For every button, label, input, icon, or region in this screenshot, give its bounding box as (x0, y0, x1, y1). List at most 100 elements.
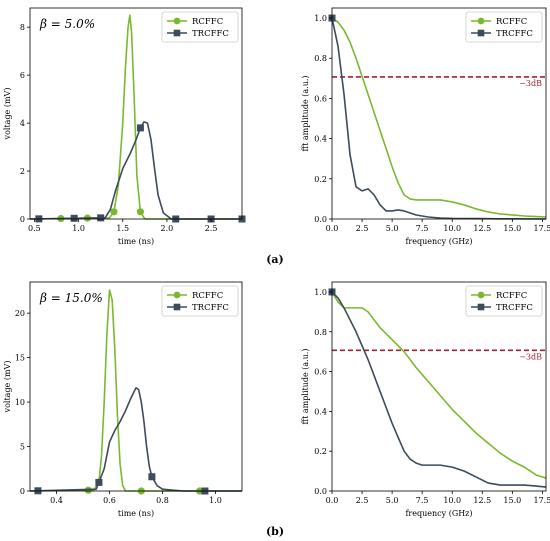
chart0-trcffc-marker-1 (70, 214, 78, 222)
chart0-xtick-label-4: 2.5 (205, 224, 218, 233)
chart1-xtick-label-0: 0.0 (326, 224, 339, 233)
chart1-ytick-label-3: 0.6 (314, 94, 327, 103)
chart3-ylabel: fft amplitude (a.u.) (301, 348, 310, 424)
chart3-xtick-label-2: 5.0 (386, 496, 399, 505)
caption-a: (a) (266, 253, 284, 266)
chart1-xlabel: frequency (GHz) (405, 237, 472, 246)
chart1-series-trcffc-line (331, 17, 547, 220)
chart1-series-rcffc-line (331, 17, 547, 218)
chart2-ytick-label-2: 10 (15, 398, 25, 407)
chart0-beta-annotation: β = 5.0% (39, 17, 95, 31)
chart2-legend-label-rcffc: RCFFC (192, 291, 223, 301)
chart3-legend-label-trcffc: TRCFFC (496, 303, 533, 313)
chart0-legend-box (161, 11, 239, 43)
chart3-ytick-label-4: 0.8 (314, 328, 327, 337)
chart2-trcffc-marker-1 (95, 478, 103, 486)
chart3-xtick-label-4: 10.0 (443, 496, 461, 505)
chart2-legend-marker-rcffc (173, 291, 181, 299)
chart2-legend-box (161, 285, 239, 317)
chart3-xlabel: frequency (GHz) (405, 509, 472, 518)
chart1-threshold-label: −3dB (519, 79, 542, 88)
chart0-ytick-label-0: 0 (20, 215, 25, 224)
chart0-axes-frame (29, 7, 243, 220)
chart3-ytick-label-5: 1.0 (314, 288, 327, 297)
chart1-ytick-label-1: 0.2 (314, 175, 327, 184)
chart0-xtick-label-2: 1.5 (116, 224, 129, 233)
chart0-ytick-label-1: 2 (20, 167, 25, 176)
chart3-axes-frame (331, 281, 547, 492)
chart1-xtick-label-3: 7.5 (416, 224, 429, 233)
chart0-ytick-label-3: 6 (20, 71, 25, 80)
chart2-ytick-label-0: 0 (20, 487, 25, 496)
chart2-beta-annotation: β = 15.0% (39, 291, 103, 305)
chart0-legend-label-rcffc: RCFFC (192, 17, 223, 27)
chart2-xlabel: time (ns) (118, 509, 154, 518)
chart0-xtick-label-0: 0.5 (28, 224, 41, 233)
chart1-ylabel: fft amplitude (a.u.) (301, 75, 310, 151)
chart2-ytick-label-1: 5 (20, 443, 25, 452)
chart2-legend-label-trcffc: TRCFFC (192, 303, 229, 313)
chart1-ytick-label-2: 0.4 (314, 135, 327, 144)
chart2-ylabel: voltage (mV) (3, 361, 12, 414)
chart2-trcffc-marker-2 (148, 473, 156, 481)
chart2-series-rcffc-line (29, 289, 242, 492)
chart3-ytick-label-0: 0.0 (314, 487, 327, 496)
chart2-legend-marker-trcffc (173, 303, 181, 311)
chart2-xtick-label-0: 0.4 (50, 496, 63, 505)
chart-b-time-panel: 0.4 0.6 0.8 1.0 0 5 10 15 20 time (ns) voltage (mV… (3, 281, 243, 518)
chart3-series-rcffc-line (331, 291, 547, 479)
chart3-legend-marker-rcffc (477, 291, 485, 299)
chart2-axes-frame (29, 281, 243, 492)
chart1-legend-label-trcffc: TRCFFC (496, 29, 533, 39)
chart2-xtick-label-1: 0.6 (103, 496, 116, 505)
chart2-ytick-label-4: 20 (15, 309, 25, 318)
chart3-xtick-label-6: 15.0 (503, 496, 521, 505)
chart1-xtick-label-1: 2.5 (356, 224, 369, 233)
chart2-xtick-label-2: 0.8 (156, 496, 169, 505)
chart1-xtick-label-6: 15.0 (503, 224, 521, 233)
chart3-series-trcffc-line (331, 291, 547, 488)
chart-a-frequency-panel: −3dB 0.0 2.5 5.0 7.5 10.0 12.5 15.0 17.5 0.0 0.2 0.… (301, 7, 550, 246)
chart0-trcffc-marker-2 (97, 214, 105, 222)
chart0-rcffc-marker-3 (136, 208, 145, 216)
chart1-xtick-label-5: 12.5 (473, 224, 491, 233)
chart0-legend-label-trcffc: TRCFFC (192, 29, 229, 39)
chart0-rcffc-marker-2 (110, 208, 118, 216)
chart0-xtick-label-3: 2.0 (161, 224, 174, 233)
chart3-legend-box (465, 285, 543, 317)
chart-b-frequency-panel: −3dB 0.0 2.5 5.0 7.5 10.0 12.5 15.0 17.5 0.0 0.2 0.… (301, 281, 550, 518)
chart1-xtick-label-7: 17.5 (533, 224, 550, 233)
chart3-xtick-label-5: 12.5 (473, 496, 491, 505)
chart3-legend-label-rcffc: RCFFC (496, 291, 527, 301)
chart2-ytick-label-3: 15 (15, 354, 25, 363)
chart0-ytick-label-2: 4 (20, 119, 25, 128)
chart1-ytick-label-5: 1.0 (314, 14, 327, 23)
chart0-trcffc-marker-3 (136, 124, 144, 132)
chart1-ytick-label-4: 0.8 (314, 54, 327, 63)
chart1-legend-marker-trcffc (477, 29, 485, 37)
chart0-xlabel: time (ns) (118, 237, 154, 246)
chart1-ytick-label-0: 0.0 (314, 215, 327, 224)
chart3-ytick-label-1: 0.2 (314, 447, 327, 456)
chart0-series-rcffc-line (29, 14, 242, 220)
chart0-legend-marker-rcffc (173, 17, 181, 25)
chart1-axes-frame (331, 7, 547, 220)
chart3-threshold-label: −3dB (519, 352, 542, 361)
caption-b: (b) (266, 525, 284, 538)
chart2-series-trcffc-line (29, 387, 242, 492)
chart2-xtick-label-3: 1.0 (209, 496, 222, 505)
chart1-legend-box (465, 11, 543, 43)
chart-a-time-panel: 0.5 1.0 1.5 2.0 2.5 0 2 4 6 8 time (ns) voltage (mV… (3, 7, 246, 246)
chart1-legend-marker-rcffc (477, 17, 485, 25)
chart1-legend-label-rcffc: RCFFC (496, 17, 527, 27)
chart3-legend-marker-trcffc (477, 303, 485, 311)
chart3-ytick-label-2: 0.4 (314, 407, 327, 416)
chart3-xtick-label-1: 2.5 (356, 496, 369, 505)
chart0-legend-marker-trcffc (173, 29, 181, 37)
chart3-xtick-label-3: 7.5 (416, 496, 429, 505)
chart3-xtick-label-7: 17.5 (533, 496, 550, 505)
chart1-xtick-label-4: 10.0 (443, 224, 461, 233)
chart3-ytick-label-3: 0.6 (314, 368, 327, 377)
chart0-ylabel: voltage (mV) (3, 88, 12, 141)
